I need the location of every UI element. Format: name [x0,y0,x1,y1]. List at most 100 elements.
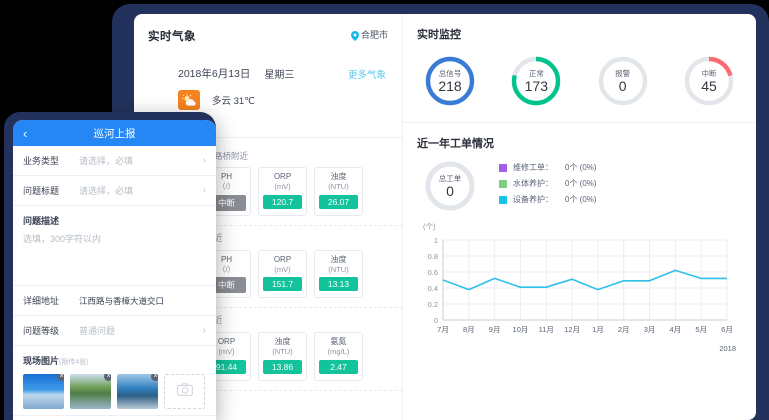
metric-unit: (mg/L) [327,346,350,356]
legend-item: 设备养护： 0个 (0%) [499,194,597,205]
metric-value: 13.86 [263,359,302,374]
legend-swatch-icon [499,179,507,188]
chevron-left-icon[interactable]: ‹ [23,125,28,141]
legend-value: 0个 (0%) [565,163,597,172]
monitor-donuts: 总信号 218 正常 173 报警 0 中断 45 [417,52,742,110]
legend-value: 0个 (0%) [565,179,597,188]
close-icon[interactable]: × [151,374,158,381]
field-label: 问题标题 [23,186,60,196]
close-icon[interactable]: × [104,374,111,381]
legend-value: 0个 (0%) [565,195,597,204]
weather-location: 合肥市 [350,28,388,41]
metric-unit: （/） [217,264,236,274]
field-label: 问题描述 [23,216,60,226]
svg-text:1月: 1月 [592,325,604,334]
metric-unit: (NTU) [272,346,293,356]
field-business-type[interactable]: 业务类型 请选择，必填 › [13,146,216,176]
monitor-donut: 正常 173 [507,52,565,110]
legend-name: 维修工单： [513,163,553,172]
photo-thumbnail[interactable]: × [117,374,158,409]
metric-name: 氨氮 [330,336,347,346]
legend-swatch-icon [499,195,507,204]
svg-text:0.8: 0.8 [428,252,438,261]
metric-value: 13.13 [319,277,358,292]
chevron-right-icon: › [202,325,206,336]
more-weather-link[interactable]: 更多气象 [347,69,386,81]
workorder-legend: 维修工单： 0个 (0%) 水体养护： 0个 (0%) 设备养护： 0个 (0%… [499,162,597,210]
donut-name: 报警 [615,68,631,78]
metric-card: 氨氮 (mg/L) 2.47 [314,331,363,381]
workorder-total-label: 总工单 0 [423,159,477,213]
svg-text:4月: 4月 [670,325,682,334]
weather-card: 实时气象 合肥市 2018年6月13日 星期三 更多气象 [134,14,402,138]
workorder-line-chart: 0 0.2 0.4 0.6 0.8 1 7月 8月 9月 10月 11月 12月 1月 2月 3月 4月 5月 6… [417,234,742,353]
close-icon[interactable]: × [57,374,64,381]
donut-name: 正常 [528,68,544,78]
field-photos: 现场图片(限传4张) × × × [13,346,216,416]
photo-thumbnail[interactable]: × [23,374,64,409]
photos-label: 现场图片(限传4张) [23,354,206,367]
metric-name: 浊度 [330,172,347,182]
mobile-title: 巡河上报 [93,127,136,140]
photo-thumbnail[interactable]: × [70,374,111,409]
metric-unit: (NTU) [328,264,349,274]
metric-name: ORP [273,172,292,182]
svg-text:12月: 12月 [564,325,580,334]
weather-weekday: 星期三 [264,70,295,81]
svg-text:8月: 8月 [463,325,475,334]
weather-title: 实时气象 [148,31,196,43]
weather-location-label: 合肥市 [360,30,388,40]
donut-name: 总信号 [438,68,462,78]
workorder-total-value: 0 [446,182,454,199]
svg-text:0: 0 [434,316,438,325]
description-textarea-space[interactable] [23,245,206,279]
weather-condition: 多云 31℃ [212,96,255,107]
map-pin-icon [350,30,359,41]
metric-value: 中断 [207,277,246,294]
legend-item: 水体养护： 0个 (0%) [499,178,597,189]
field-address[interactable]: 详细地址 江西路与香樟大道交口 [13,286,216,316]
add-photo-button[interactable] [164,374,205,409]
svg-text:2月: 2月 [618,325,630,334]
sun-cloud-icon [178,90,200,110]
donut-label: 总信号 218 [421,52,479,110]
workorder-summary: 总工单 0 维修工单： 0个 (0%) 水体养护： [417,159,742,213]
metric-unit: (mV) [274,182,291,192]
field-description[interactable]: 问题描述 选填，300字符以内 [13,206,216,286]
metric-card: ORP (mV) 151.7 [258,249,307,299]
field-issue-title[interactable]: 问题标题 请选择，必填 › [13,176,216,206]
donut-label: 中断 45 [680,52,738,110]
workorder-total-name: 总工单 [438,173,462,183]
metric-value: 91.44 [207,359,246,374]
svg-text:0.4: 0.4 [428,284,438,293]
mobile-screen: ‹ 巡河上报 业务类型 请选择，必填 › 问题标题 请选择，必填 › 问题描述 … [13,120,216,420]
donut-value: 45 [701,77,717,94]
field-issue-level[interactable]: 问题等级 普通问题 › [13,316,216,346]
mobile-report-overlay: ‹ 巡河上报 业务类型 请选择，必填 › 问题标题 请选择，必填 › 问题描述 … [4,112,216,420]
legend-item: 维修工单： 0个 (0%) [499,162,597,173]
field-custom-1[interactable]: 自定义字段1 必填，限50字符以内 [13,416,216,420]
metric-unit: (NTU) [328,182,349,192]
donut-value: 218 [438,77,462,94]
donut-label: 正常 173 [507,52,565,110]
chart-year-note: 2018 [719,344,736,353]
metric-value: 151.7 [263,277,302,292]
metric-card: ORP (mV) 120.7 [258,167,307,217]
right-column: 实时监控 总信号 218 正常 173 报警 0 中断 45 近一年工单情况 总工单 0 [403,14,756,420]
workorder-panel: 近一年工单情况 总工单 0 维修工单： [403,123,756,363]
svg-text:9月: 9月 [489,325,501,334]
metric-unit: （/） [217,182,236,192]
workorder-total-donut: 总工单 0 [423,159,477,213]
metric-name: 浊度 [330,254,347,264]
monitor-panel: 实时监控 总信号 218 正常 173 报警 0 中断 45 [403,14,756,123]
weather-date-row: 2018年6月13日 星期三 更多气象 [148,66,388,81]
metric-name: PH [220,254,233,264]
metric-value: 26.07 [319,195,358,210]
field-label: 业务类型 [23,156,60,166]
metric-unit: (mV) [218,346,235,356]
metric-name: PH [220,172,233,182]
field-placeholder: 选填，300字符以内 [23,234,102,244]
metric-name: ORP [217,336,236,346]
svg-text:11月: 11月 [539,325,554,334]
